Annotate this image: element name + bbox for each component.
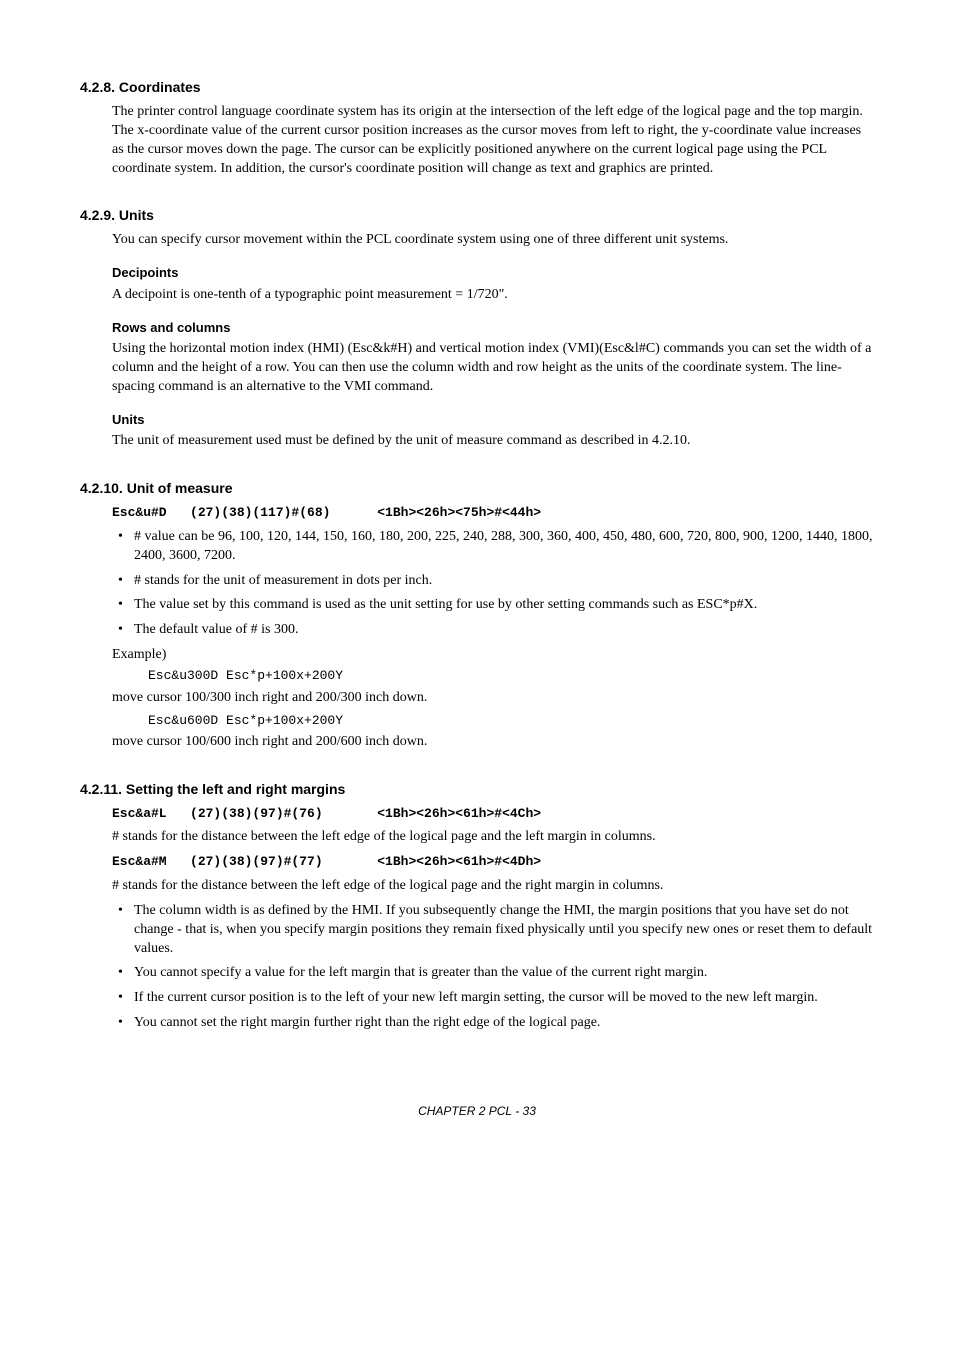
subheading-units: Units <box>112 411 874 429</box>
para-example-1: move cursor 100/300 inch right and 200/3… <box>112 689 874 708</box>
para-coordinates: The printer control language coordinate … <box>112 103 874 179</box>
code-escud: Esc&u#D (27)(38)(117)#(68) <1Bh><26h><75… <box>112 504 874 522</box>
list-item: You cannot set the right margin further … <box>112 1014 874 1033</box>
heading-units: 4.2.9. Units <box>80 206 874 225</box>
subheading-decipoints: Decipoints <box>112 264 874 282</box>
para-rows-columns: Using the horizontal motion index (HMI) … <box>112 340 874 397</box>
list-item: If the current cursor position is to the… <box>112 989 874 1008</box>
list-item: # value can be 96, 100, 120, 144, 150, 1… <box>112 528 874 566</box>
list-item: The value set by this command is used as… <box>112 596 874 615</box>
para-margin-left: # stands for the distance between the le… <box>112 828 874 847</box>
heading-margins: 4.2.11. Setting the left and right margi… <box>80 780 874 799</box>
list-item: The default value of # is 300. <box>112 621 874 640</box>
code-escal: Esc&a#L (27)(38)(97)#(76) <1Bh><26h><61h… <box>112 805 874 823</box>
para-decipoints: A decipoint is one-tenth of a typographi… <box>112 286 874 305</box>
list-item: # stands for the unit of measurement in … <box>112 572 874 591</box>
heading-coordinates: 4.2.8. Coordinates <box>80 78 874 97</box>
heading-unit-of-measure: 4.2.10. Unit of measure <box>80 479 874 498</box>
para-units-sub: The unit of measurement used must be def… <box>112 432 874 451</box>
code-escam: Esc&a#M (27)(38)(97)#(77) <1Bh><26h><61h… <box>112 853 874 871</box>
para-units-intro: You can specify cursor movement within t… <box>112 231 874 250</box>
code-example-2: Esc&u600D Esc*p+100x+200Y <box>148 712 874 730</box>
subheading-rows-columns: Rows and columns <box>112 319 874 337</box>
list-uom: # value can be 96, 100, 120, 144, 150, 1… <box>112 528 874 640</box>
para-margin-right: # stands for the distance between the le… <box>112 877 874 896</box>
para-example-2: move cursor 100/600 inch right and 200/6… <box>112 733 874 752</box>
example-label: Example) <box>112 646 874 665</box>
list-margins: The column width is as defined by the HM… <box>112 902 874 1033</box>
list-item: You cannot specify a value for the left … <box>112 964 874 983</box>
list-item: The column width is as defined by the HM… <box>112 902 874 959</box>
page-footer: CHAPTER 2 PCL - 33 <box>80 1103 874 1119</box>
code-example-1: Esc&u300D Esc*p+100x+200Y <box>148 667 874 685</box>
